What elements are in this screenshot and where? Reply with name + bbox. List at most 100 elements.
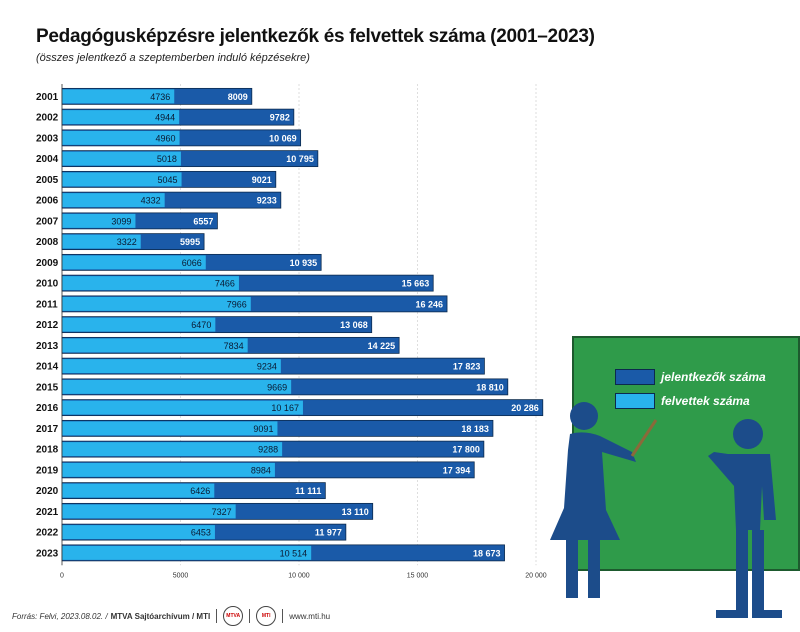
data-label-applicants: 10 935 bbox=[290, 258, 318, 268]
x-tick-label: 10 000 bbox=[288, 572, 310, 579]
footer-website: www.mti.hu bbox=[289, 611, 331, 621]
data-label-admitted: 10 514 bbox=[280, 548, 308, 558]
y-category-label: 2007 bbox=[36, 216, 59, 227]
y-category-label: 2018 bbox=[36, 445, 59, 456]
data-label-admitted: 10 167 bbox=[271, 403, 299, 413]
y-category-label: 2001 bbox=[36, 92, 59, 103]
y-category-label: 2012 bbox=[36, 320, 59, 331]
data-label-admitted: 4960 bbox=[156, 133, 176, 143]
data-label-applicants: 17 823 bbox=[453, 362, 481, 372]
data-label-admitted: 4944 bbox=[155, 113, 175, 123]
bar-admitted bbox=[62, 359, 281, 374]
bar-chart: 0 5000 10 000 15 000 20 000 2001 8009 4736 2002 9… bbox=[36, 84, 547, 579]
y-category-label: 2023 bbox=[36, 548, 59, 559]
bar-admitted bbox=[62, 525, 215, 540]
data-label-admitted: 6453 bbox=[191, 528, 211, 538]
y-category-label: 2013 bbox=[36, 341, 59, 352]
y-category-label: 2004 bbox=[36, 154, 59, 165]
data-label-applicants: 18 810 bbox=[476, 382, 504, 392]
y-category-label: 2010 bbox=[36, 279, 59, 290]
data-label-applicants: 10 069 bbox=[269, 133, 297, 143]
y-category-label: 2008 bbox=[36, 237, 59, 248]
x-tick-label: 5000 bbox=[173, 572, 189, 579]
bar-admitted bbox=[62, 89, 175, 104]
x-tick-label: 20 000 bbox=[525, 572, 547, 579]
y-category-label: 2006 bbox=[36, 196, 59, 207]
bar-admitted bbox=[62, 545, 312, 560]
data-label-admitted: 9091 bbox=[253, 424, 273, 434]
data-label-admitted: 7466 bbox=[215, 279, 235, 289]
data-label-admitted: 3099 bbox=[111, 216, 131, 226]
data-label-applicants: 10 795 bbox=[286, 154, 314, 164]
bar-admitted bbox=[62, 172, 182, 187]
legend-label-admitted: felvettek száma bbox=[661, 394, 750, 408]
mtva-logo: MTVA bbox=[223, 606, 244, 626]
data-label-applicants: 11 111 bbox=[295, 486, 321, 496]
data-label-admitted: 7834 bbox=[224, 341, 244, 351]
data-label-applicants: 6557 bbox=[193, 216, 213, 226]
data-label-applicants: 9233 bbox=[257, 196, 277, 206]
data-label-admitted: 8984 bbox=[251, 465, 271, 475]
y-category-label: 2011 bbox=[36, 299, 58, 310]
mti-logo: MTI bbox=[256, 606, 277, 626]
legend-item-admitted: felvettek száma bbox=[615, 392, 766, 410]
data-label-admitted: 9669 bbox=[267, 382, 287, 392]
legend: jelentkezők száma felvettek száma bbox=[615, 368, 766, 416]
footer-agency: MTVA Sajtóarchívum / MTI bbox=[110, 611, 211, 621]
bar-admitted bbox=[62, 400, 303, 415]
y-category-label: 2005 bbox=[36, 175, 59, 186]
legend-item-applicants: jelentkezők száma bbox=[615, 368, 766, 386]
bar-admitted bbox=[62, 421, 278, 436]
data-label-applicants: 13 110 bbox=[342, 507, 369, 517]
legend-swatch-applicants bbox=[615, 369, 655, 385]
bar-admitted bbox=[62, 483, 215, 498]
data-label-admitted: 6066 bbox=[182, 258, 202, 268]
data-label-applicants: 17 800 bbox=[452, 445, 480, 455]
data-label-applicants: 20 286 bbox=[511, 403, 539, 413]
data-label-applicants: 5995 bbox=[180, 237, 200, 247]
data-label-applicants: 18 673 bbox=[473, 548, 501, 558]
legend-label-applicants: jelentkezők száma bbox=[661, 370, 766, 384]
bar-admitted bbox=[62, 379, 292, 394]
y-category-label: 2017 bbox=[36, 424, 59, 435]
data-label-admitted: 7966 bbox=[227, 299, 247, 309]
bar-admitted bbox=[62, 151, 181, 166]
y-category-label: 2019 bbox=[36, 465, 59, 476]
data-label-admitted: 4332 bbox=[141, 196, 161, 206]
teacher-silhouettes-illustration bbox=[550, 402, 782, 618]
y-category-label: 2015 bbox=[36, 382, 59, 393]
data-label-admitted: 9288 bbox=[258, 445, 278, 455]
bar-admitted bbox=[62, 234, 141, 249]
data-label-applicants: 17 394 bbox=[443, 465, 471, 475]
footer-source: Forrás: Felvi, 2023.08.02. / bbox=[12, 611, 108, 621]
data-label-applicants: 9782 bbox=[270, 113, 290, 123]
footer-divider bbox=[249, 609, 251, 623]
student-silhouette bbox=[708, 419, 782, 618]
x-tick-label: 15 000 bbox=[407, 572, 429, 579]
bar-admitted bbox=[62, 255, 206, 270]
data-label-admitted: 6470 bbox=[191, 320, 211, 330]
pointer-stick bbox=[630, 419, 658, 457]
x-tick-label: 0 bbox=[60, 572, 64, 579]
data-label-applicants: 16 246 bbox=[415, 299, 443, 309]
data-label-applicants: 11 977 bbox=[315, 528, 342, 538]
data-label-applicants: 13 068 bbox=[340, 320, 368, 330]
y-category-label: 2009 bbox=[36, 258, 59, 269]
footer: Forrás: Felvi, 2023.08.02. / MTVA Sajtóa… bbox=[12, 606, 330, 626]
data-label-admitted: 7327 bbox=[212, 507, 232, 517]
data-label-applicants: 18 183 bbox=[461, 424, 489, 434]
y-category-label: 2021 bbox=[36, 507, 59, 518]
bar-admitted bbox=[62, 213, 136, 228]
data-label-admitted: 6426 bbox=[190, 486, 210, 496]
chart-title: Pedagógusképzésre jelentkezők és felvett… bbox=[36, 26, 595, 47]
footer-divider bbox=[216, 609, 218, 623]
bar-admitted bbox=[62, 110, 180, 125]
bar-admitted bbox=[62, 193, 165, 208]
data-label-admitted: 4736 bbox=[150, 92, 170, 102]
data-label-admitted: 3322 bbox=[117, 237, 137, 247]
data-label-admitted: 9234 bbox=[257, 362, 277, 372]
teacher-silhouette bbox=[550, 402, 636, 598]
bar-admitted bbox=[62, 504, 236, 519]
footer-divider bbox=[282, 609, 284, 623]
y-category-label: 2016 bbox=[36, 403, 59, 414]
